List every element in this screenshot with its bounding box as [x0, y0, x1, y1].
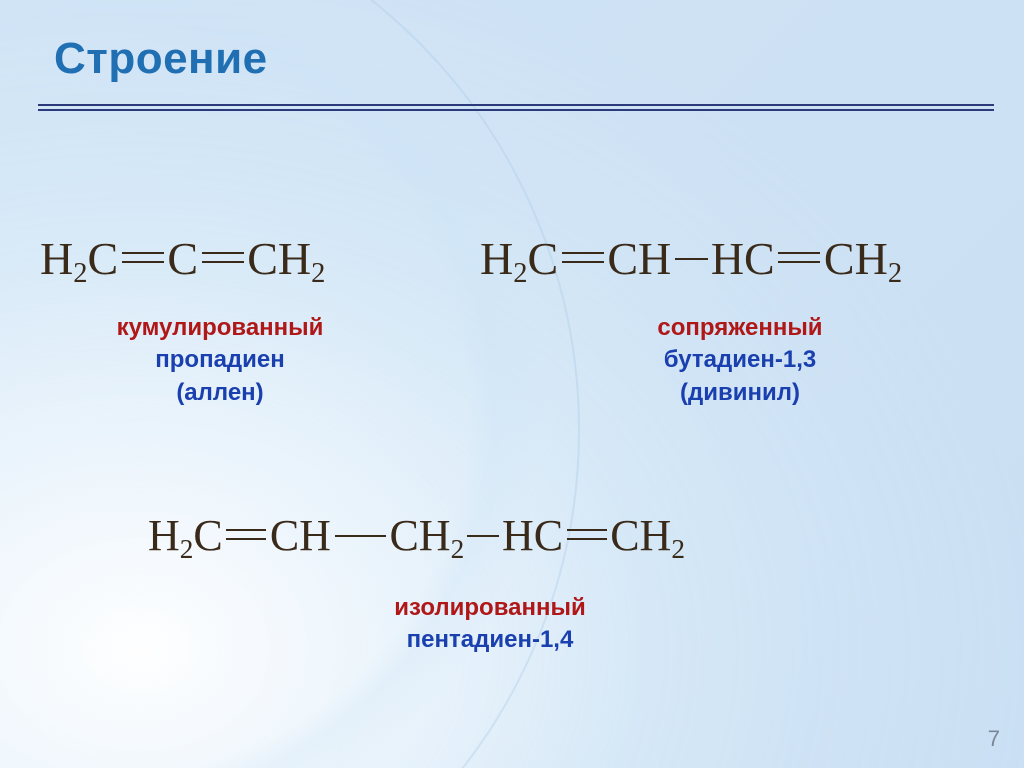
page-title: Строение: [54, 34, 268, 84]
caption-allene: кумулированный пропадиен (аллен): [40, 312, 400, 409]
caption-name: бутадиен-1,3: [540, 344, 940, 376]
page-number: 7: [988, 726, 1000, 752]
caption-name: пентадиен-1,4: [280, 624, 700, 656]
formula-pentadiene: H2CCHCH2HCCH2: [148, 510, 685, 565]
caption-pentadiene: изолированный пентадиен-1,4: [280, 592, 700, 657]
rule-line-bottom: [38, 109, 994, 111]
title-rule: [38, 104, 994, 110]
caption-type: сопряженный: [540, 312, 940, 344]
caption-alt: (аллен): [40, 377, 400, 409]
caption-type: изолированный: [280, 592, 700, 624]
rule-line-top: [38, 104, 994, 106]
caption-alt: (дивинил): [540, 377, 940, 409]
caption-butadiene: сопряженный бутадиен-1,3 (дивинил): [540, 312, 940, 409]
formula-butadiene: H2CCHHCCH2: [480, 232, 902, 290]
formula-allene: H2CCCH2: [40, 232, 325, 290]
caption-name: пропадиен: [40, 344, 400, 376]
caption-type: кумулированный: [40, 312, 400, 344]
